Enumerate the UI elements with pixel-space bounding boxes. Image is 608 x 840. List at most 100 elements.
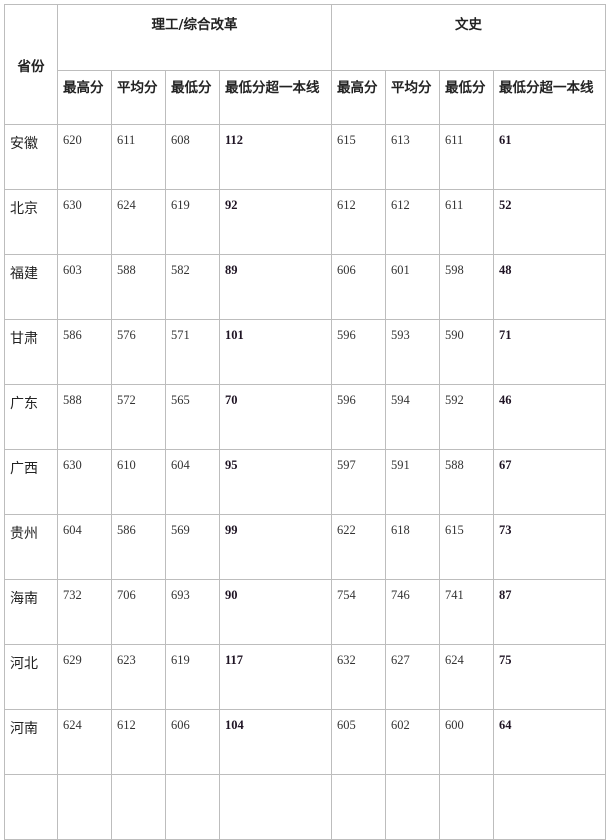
score-cell: 754 — [331, 579, 386, 645]
score-cell: 594 — [385, 384, 440, 450]
score-cell: 630 — [57, 189, 112, 255]
province-cell: 海南 — [4, 579, 58, 645]
score-cell: 604 — [165, 449, 220, 515]
column-header-row: 最高分 平均分 最低分 最低分超一本线 最高分 平均分 最低分 最低分超一本线 — [5, 70, 606, 125]
score-cell: 592 — [439, 384, 494, 450]
province-cell: 广东 — [4, 384, 58, 450]
score-cell: 613 — [385, 124, 440, 190]
margin-over-line-cell: 67 — [493, 449, 606, 515]
score-cell: 582 — [165, 254, 220, 320]
score-cell: 571 — [165, 319, 220, 385]
score-cell: 608 — [165, 124, 220, 190]
province-cell: 贵州 — [4, 514, 58, 580]
province-cell: 甘肃 — [4, 319, 58, 385]
score-cell: 615 — [439, 514, 494, 580]
column-header: 最低分 — [439, 70, 494, 125]
province-cell: 安徽 — [4, 124, 58, 190]
column-header: 平均分 — [111, 70, 166, 125]
empty-cell — [4, 774, 58, 840]
score-cell: 602 — [385, 709, 440, 775]
table-row: 贵州 604 586 569 99 622 618 615 73 — [4, 514, 606, 580]
margin-over-line-cell: 101 — [219, 319, 332, 385]
score-cell: 624 — [57, 709, 112, 775]
score-cell: 605 — [331, 709, 386, 775]
empty-cell — [111, 774, 166, 840]
table-row: 广东 588 572 565 70 596 594 592 46 — [4, 384, 606, 450]
score-cell: 600 — [439, 709, 494, 775]
score-cell: 611 — [439, 124, 494, 190]
table-row: 安徽 620 611 608 112 615 613 611 61 — [4, 124, 606, 190]
margin-over-line-cell: 75 — [493, 644, 606, 710]
score-cell: 620 — [57, 124, 112, 190]
score-cell: 591 — [385, 449, 440, 515]
score-cell: 612 — [385, 189, 440, 255]
province-header: 省份 — [4, 4, 58, 125]
province-cell: 河南 — [4, 709, 58, 775]
score-cell: 612 — [111, 709, 166, 775]
province-cell: 北京 — [4, 189, 58, 255]
score-cell: 596 — [331, 319, 386, 385]
score-cell: 606 — [331, 254, 386, 320]
table-row: 广西 630 610 604 95 597 591 588 67 — [4, 449, 606, 515]
score-cell: 588 — [111, 254, 166, 320]
margin-over-line-cell: 112 — [219, 124, 332, 190]
score-cell: 610 — [111, 449, 166, 515]
province-cell: 河北 — [4, 644, 58, 710]
column-header: 最高分 — [331, 70, 386, 125]
score-cell: 693 — [165, 579, 220, 645]
margin-over-line-cell: 92 — [219, 189, 332, 255]
score-cell: 586 — [111, 514, 166, 580]
score-cell: 624 — [111, 189, 166, 255]
table-row: 河南 624 612 606 104 605 602 600 64 — [4, 709, 606, 775]
table-row: 福建 603 588 582 89 606 601 598 48 — [4, 254, 606, 320]
table-row: 河北 629 623 619 117 632 627 624 75 — [4, 644, 606, 710]
score-cell: 623 — [111, 644, 166, 710]
score-cell: 629 — [57, 644, 112, 710]
score-cell: 622 — [331, 514, 386, 580]
score-cell: 597 — [331, 449, 386, 515]
group-header-row: 省份 理工/综合改革 文史 — [4, 4, 606, 125]
score-cell: 611 — [111, 124, 166, 190]
score-cell: 746 — [385, 579, 440, 645]
margin-over-line-cell: 89 — [219, 254, 332, 320]
margin-over-line-cell: 117 — [219, 644, 332, 710]
empty-cell — [219, 774, 332, 840]
empty-cell — [439, 774, 494, 840]
score-cell: 590 — [439, 319, 494, 385]
empty-cell — [57, 774, 112, 840]
score-cell: 615 — [331, 124, 386, 190]
empty-cell — [493, 774, 606, 840]
margin-over-line-cell: 52 — [493, 189, 606, 255]
table-row: 甘肃 586 576 571 101 596 593 590 71 — [4, 319, 606, 385]
score-cell: 603 — [57, 254, 112, 320]
margin-over-line-cell: 61 — [493, 124, 606, 190]
margin-over-line-cell: 64 — [493, 709, 606, 775]
score-cell: 619 — [165, 189, 220, 255]
column-header: 最低分超一本线 — [493, 70, 606, 125]
score-cell: 606 — [165, 709, 220, 775]
margin-over-line-cell: 70 — [219, 384, 332, 450]
score-cell: 612 — [331, 189, 386, 255]
score-table: 省份 理工/综合改革 文史 最高分 平均分 最低分 最低分超一本线 最高分 平均分 最低分最… — [4, 4, 606, 840]
column-header: 最低分超一本线 — [219, 70, 332, 125]
margin-over-line-cell: 90 — [219, 579, 332, 645]
score-cell: 588 — [57, 384, 112, 450]
score-cell: 741 — [439, 579, 494, 645]
score-cell: 624 — [439, 644, 494, 710]
margin-over-line-cell: 95 — [219, 449, 332, 515]
table-row-partial — [4, 774, 606, 840]
column-header: 最低分 — [165, 70, 220, 125]
margin-over-line-cell: 104 — [219, 709, 332, 775]
column-header: 平均分 — [385, 70, 440, 125]
margin-over-line-cell: 87 — [493, 579, 606, 645]
empty-cell — [331, 774, 386, 840]
score-cell: 732 — [57, 579, 112, 645]
empty-cell — [385, 774, 440, 840]
score-cell: 630 — [57, 449, 112, 515]
score-cell: 627 — [385, 644, 440, 710]
score-cell: 586 — [57, 319, 112, 385]
province-cell: 福建 — [4, 254, 58, 320]
empty-cell — [165, 774, 220, 840]
province-cell: 广西 — [4, 449, 58, 515]
score-cell: 596 — [331, 384, 386, 450]
